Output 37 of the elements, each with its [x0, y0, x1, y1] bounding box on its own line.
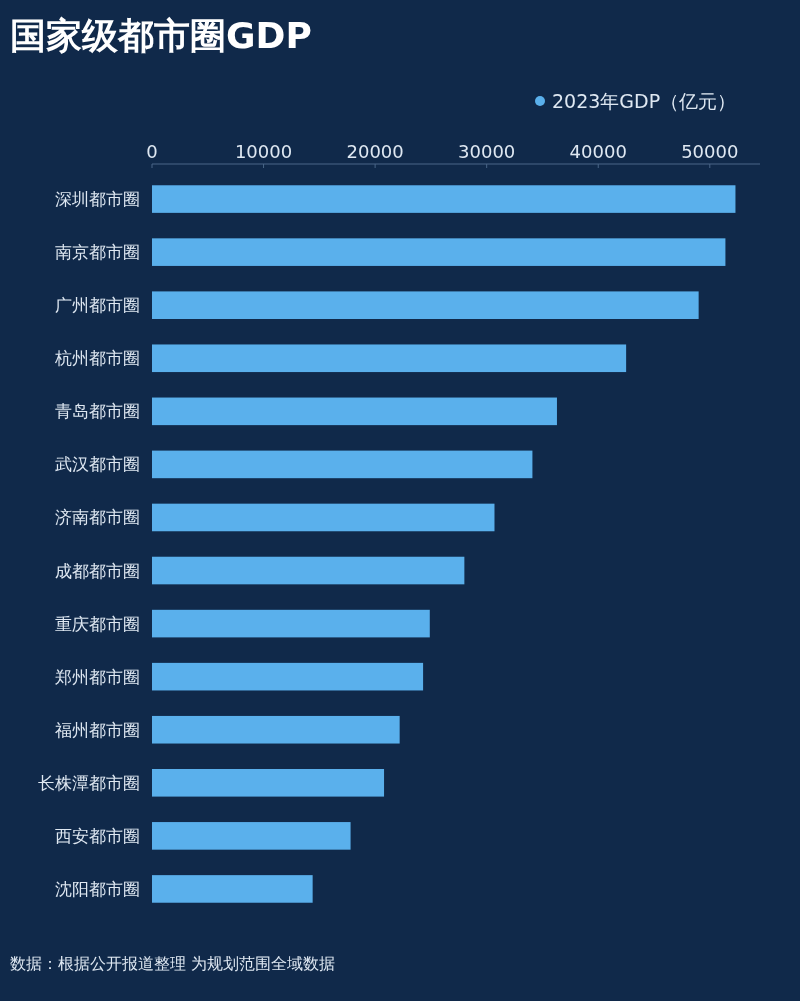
y-tick-label: 广州都市圈 — [55, 295, 140, 316]
bar — [152, 769, 385, 797]
bar — [152, 609, 430, 638]
y-tick-label: 郑州都市圈 — [55, 666, 140, 687]
y-tick-label: 成都都市圈 — [55, 560, 140, 581]
x-tick-label: 30000 — [458, 141, 516, 162]
x-tick-label: 0 — [146, 141, 158, 162]
bar — [152, 238, 726, 266]
x-tick-label: 10000 — [234, 141, 293, 162]
y-tick-label: 福州都市圈 — [55, 719, 140, 740]
bar — [152, 662, 424, 691]
y-tick-label: 长株潭都市圈 — [38, 772, 140, 793]
bar — [152, 715, 400, 744]
x-tick-label: 20000 — [346, 141, 404, 162]
bar — [152, 503, 495, 532]
bar — [152, 822, 351, 850]
y-tick-label: 重庆都市圈 — [55, 613, 140, 634]
y-tick-label: 青岛都市圈 — [55, 401, 140, 422]
y-tick-label: 沈阳都市圈 — [55, 878, 140, 899]
y-tick-label: 杭州都市圈 — [54, 348, 140, 369]
legend-label: 2023年GDP（亿元） — [552, 90, 737, 112]
y-tick-label: 深圳都市圈 — [55, 189, 140, 210]
bar — [152, 556, 465, 585]
y-tick-label: 济南都市圈 — [55, 507, 140, 528]
text: 数据：根据公开报道整理 为规划范围全域数据 — [10, 954, 336, 973]
y-tick-label: 武汉都市圈 — [55, 454, 140, 475]
x-tick-label: 50000 — [681, 141, 739, 162]
y-tick-label: 西安都市圈 — [55, 825, 140, 846]
bar — [152, 875, 313, 903]
bar — [152, 291, 699, 319]
bar — [152, 185, 736, 213]
y-tick-label: 南京都市圈 — [55, 242, 140, 263]
bar — [152, 397, 557, 426]
x-tick-label: 40000 — [569, 141, 627, 162]
chart-title: 国家级都市圈GDP — [10, 15, 312, 56]
bar — [152, 450, 533, 479]
bar — [152, 344, 627, 373]
